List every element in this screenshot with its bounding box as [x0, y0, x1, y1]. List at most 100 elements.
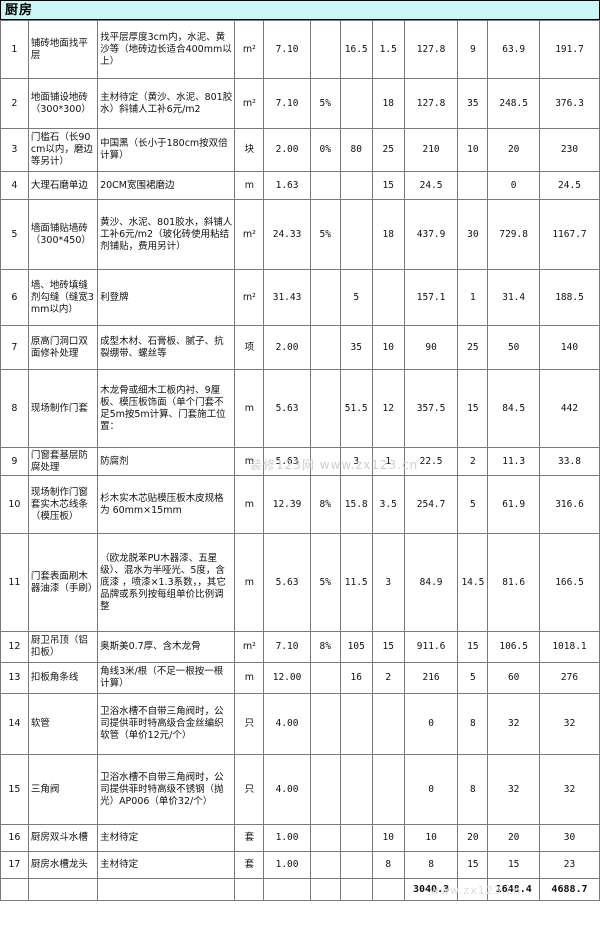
- cell-lsum: 106.5: [487, 631, 540, 663]
- cell-no: 7: [0, 325, 29, 370]
- cell-qty: 5.63: [263, 533, 311, 632]
- cell-total: 140: [538, 325, 600, 370]
- cell-item: 墙面铺贴墙砖（300*450）: [27, 199, 99, 270]
- cell-msum: 10: [403, 824, 459, 852]
- cell-qty: 1.63: [263, 171, 311, 200]
- table-row: 14 软管 卫浴水槽不自带三角阀时，公司提供菲时特高级合金丝编织软管（单价12元/个…: [0, 693, 600, 755]
- cell-item: 门槛石（长90cm以内，磨边等另计）: [27, 128, 99, 172]
- cell-loss: [309, 369, 341, 448]
- cell-no: 14: [0, 693, 29, 755]
- total-cell-unit: [234, 878, 265, 901]
- cell-loss: [309, 325, 341, 370]
- cell-msum: 254.7: [403, 475, 459, 534]
- cell-total: 32: [538, 754, 600, 825]
- table-row: 2 地面铺设地砖（300*300） 主材待定（黄沙、水泥、801胶水）斜铺人工补6元…: [0, 78, 600, 129]
- cell-lprice: 12: [371, 369, 405, 448]
- cell-msum: 0: [403, 693, 459, 755]
- cell-lsum: 60: [487, 662, 540, 694]
- cell-spec: 成型木材、石膏板、腻子、抗裂绷带、螺丝等: [97, 325, 236, 370]
- quotation-table-body: 1 铺砖地面找平层 找平层厚度3cm内，水泥、黄沙等（地砖边长适合400mm以上） m…: [0, 20, 600, 901]
- cell-qty: 12.00: [263, 662, 311, 694]
- totals-row: 3040.3 1648.4 4688.7: [0, 878, 600, 901]
- cell-qty: 7.10: [263, 20, 311, 79]
- cell-qty: 7.10: [263, 78, 311, 129]
- cell-msum: 437.9: [403, 199, 459, 270]
- cell-loss: [309, 447, 341, 476]
- cell-qty: 2.00: [263, 128, 311, 172]
- cell-lprice: 1.5: [371, 20, 405, 79]
- table-row: 6 墙、地砖填缝剂勾缝（缝宽3mm以内） 利登牌 m² 31.43 5 157.1 1 31.4…: [0, 269, 600, 326]
- cell-lsum: 248.5: [487, 78, 540, 129]
- cell-spec: 杉木实木芯贴模压板木皮规格为 60mm×15mm: [97, 475, 236, 534]
- cell-loss: 5%: [309, 199, 341, 270]
- cell-no: 1: [0, 20, 29, 79]
- cell-lsum: 61.9: [487, 475, 540, 534]
- cell-no: 4: [0, 171, 29, 200]
- cell-qty: 2.00: [263, 325, 311, 370]
- cell-msum: 22.5: [403, 447, 459, 476]
- table-row: 13 扣板角条线 角线3米/根（不足一根按一根计算） m 12.00 16 2 216 5 60 2…: [0, 662, 600, 694]
- cell-mprice: 15.8: [339, 475, 373, 534]
- cell-lunit: 1: [457, 269, 489, 326]
- cell-loss: [309, 20, 341, 79]
- cell-mprice: 5: [339, 269, 373, 326]
- cell-mprice: 105: [339, 631, 373, 663]
- table-row: 1 铺砖地面找平层 找平层厚度3cm内，水泥、黄沙等（地砖边长适合400mm以上） m…: [0, 20, 600, 79]
- cell-mprice: [339, 693, 373, 755]
- section-title-bar: 厨房: [0, 0, 600, 20]
- cell-lprice: 8: [371, 851, 405, 879]
- table-row: 15 三角阀 卫浴水槽不自带三角阀时，公司提供菲时特高级不锈钢（抛光）AP006（单…: [0, 754, 600, 825]
- cell-msum: 84.9: [403, 533, 459, 632]
- cell-mprice: 16.5: [339, 20, 373, 79]
- total-cell-lsum: 1648.4: [487, 878, 540, 901]
- cell-lprice: [371, 693, 405, 755]
- cell-lsum: 32: [487, 754, 540, 825]
- cell-spec: 利登牌: [97, 269, 236, 326]
- cell-mprice: 35: [339, 325, 373, 370]
- cell-msum: 8: [403, 851, 459, 879]
- total-cell-spec: [97, 878, 236, 901]
- cell-item: 门窗套基层防腐处理: [27, 447, 99, 476]
- cell-lsum: 20: [487, 824, 540, 852]
- cell-spec: 黄沙、水泥、801胶水，斜铺人工补6元/m2（玻化砖使用粘结剂铺贴，费用另计）: [97, 199, 236, 270]
- cell-mprice: 3: [339, 447, 373, 476]
- cell-lprice: 10: [371, 325, 405, 370]
- cell-msum: 90: [403, 325, 459, 370]
- table-row: 7 原高门洞口双面修补处理 成型木材、石膏板、腻子、抗裂绷带、螺丝等项 2.00 35 1…: [0, 325, 600, 370]
- cell-total: 188.5: [538, 269, 600, 326]
- total-cell-item: [27, 878, 99, 901]
- cell-lsum: 20: [487, 128, 540, 172]
- cell-unit: 块: [234, 128, 265, 172]
- cell-mprice: [339, 199, 373, 270]
- cell-msum: 24.5: [403, 171, 459, 200]
- cell-spec: 卫浴水槽不自带三角阀时，公司提供菲时特高级合金丝编织软管（单价12元/个）: [97, 693, 236, 755]
- cell-total: 32: [538, 693, 600, 755]
- cell-lunit: 25: [457, 325, 489, 370]
- cell-spec: 主材待定: [97, 851, 236, 879]
- cell-total: 23: [538, 851, 600, 879]
- cell-lprice: 10: [371, 824, 405, 852]
- cell-spec: 奥斯美0.7厚、含木龙骨: [97, 631, 236, 663]
- cell-total: 191.7: [538, 20, 600, 79]
- cell-lunit: 10: [457, 128, 489, 172]
- cell-lprice: [371, 269, 405, 326]
- cell-lsum: 32: [487, 693, 540, 755]
- cell-loss: [309, 171, 341, 200]
- cell-spec: 找平层厚度3cm内，水泥、黄沙等（地砖边长适合400mm以上）: [97, 20, 236, 79]
- cell-lprice: 18: [371, 78, 405, 129]
- cell-unit: m: [234, 662, 265, 694]
- cell-lprice: 15: [371, 631, 405, 663]
- cell-spec: 防腐剂: [97, 447, 236, 476]
- cell-item: 地面铺设地砖（300*300）: [27, 78, 99, 129]
- table-row: 11 门套表面刷木器油漆（手刷） （欧龙脱苯PU木器漆、五星级）、混水为半哑光、5度…: [0, 533, 600, 632]
- cell-msum: 0: [403, 754, 459, 825]
- cell-spec: 主材待定: [97, 824, 236, 852]
- cell-lsum: 63.9: [487, 20, 540, 79]
- cell-item: 厨卫吊顶（铝扣板）: [27, 631, 99, 663]
- cell-loss: 8%: [309, 631, 341, 663]
- cell-no: 10: [0, 475, 29, 534]
- table-row: 12 厨卫吊顶（铝扣板） 奥斯美0.7厚、含木龙骨 m² 7.10 8% 105 15 911.…: [0, 631, 600, 663]
- cell-total: 316.6: [538, 475, 600, 534]
- section-title: 厨房: [5, 2, 34, 18]
